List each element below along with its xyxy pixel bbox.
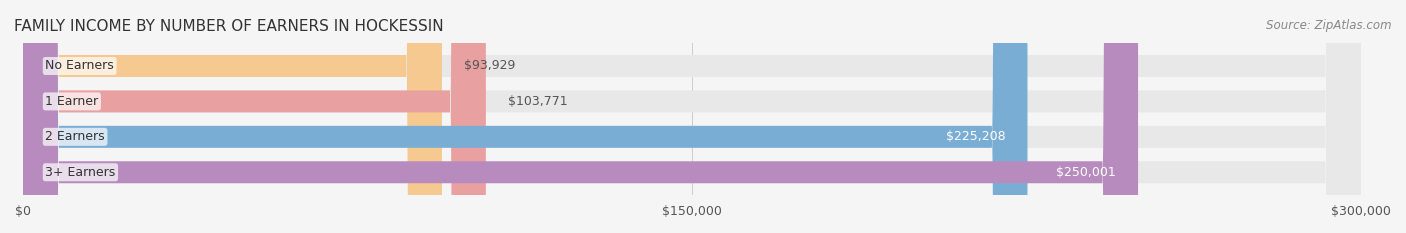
FancyBboxPatch shape <box>22 0 1361 233</box>
Text: 1 Earner: 1 Earner <box>45 95 98 108</box>
Text: $93,929: $93,929 <box>464 59 516 72</box>
Text: $103,771: $103,771 <box>508 95 568 108</box>
FancyBboxPatch shape <box>22 0 486 233</box>
FancyBboxPatch shape <box>22 0 1361 233</box>
Text: Source: ZipAtlas.com: Source: ZipAtlas.com <box>1267 19 1392 32</box>
FancyBboxPatch shape <box>22 0 1137 233</box>
FancyBboxPatch shape <box>22 0 1361 233</box>
Text: FAMILY INCOME BY NUMBER OF EARNERS IN HOCKESSIN: FAMILY INCOME BY NUMBER OF EARNERS IN HO… <box>14 19 444 34</box>
Text: 2 Earners: 2 Earners <box>45 130 105 143</box>
Text: No Earners: No Earners <box>45 59 114 72</box>
FancyBboxPatch shape <box>22 0 441 233</box>
Text: $250,001: $250,001 <box>1056 166 1116 179</box>
FancyBboxPatch shape <box>22 0 1028 233</box>
Text: $225,208: $225,208 <box>946 130 1005 143</box>
Text: 3+ Earners: 3+ Earners <box>45 166 115 179</box>
FancyBboxPatch shape <box>22 0 1361 233</box>
